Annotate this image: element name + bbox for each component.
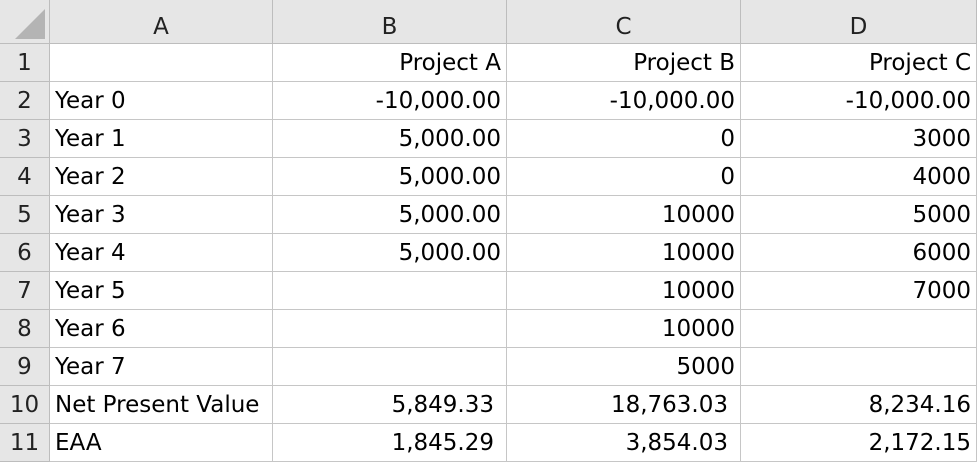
cell-d9[interactable] (741, 348, 977, 386)
cell-b8[interactable] (273, 310, 507, 348)
cell-a1[interactable] (50, 44, 273, 82)
cell-d3[interactable]: 3000 (741, 120, 977, 158)
cell-c2[interactable]: -10,000.00 (507, 82, 741, 120)
cell-b2[interactable]: -10,000.00 (273, 82, 507, 120)
cell-a8[interactable]: Year 6 (50, 310, 273, 348)
cell-c10[interactable]: 18,763.03 (507, 386, 741, 424)
cell-a6[interactable]: Year 4 (50, 234, 273, 272)
column-header-d[interactable]: D (741, 0, 977, 44)
cell-b10[interactable]: 5,849.33 (273, 386, 507, 424)
cell-d4[interactable]: 4000 (741, 158, 977, 196)
column-header-c[interactable]: C (507, 0, 741, 44)
cell-b9[interactable] (273, 348, 507, 386)
cell-b4[interactable]: 5,000.00 (273, 158, 507, 196)
cell-b6[interactable]: 5,000.00 (273, 234, 507, 272)
row-header-9[interactable]: 9 (0, 348, 50, 386)
row-header-1[interactable]: 1 (0, 44, 50, 82)
cell-a2[interactable]: Year 0 (50, 82, 273, 120)
cell-d11[interactable]: 2,172.15 (741, 424, 977, 462)
row-header-6[interactable]: 6 (0, 234, 50, 272)
cell-a5[interactable]: Year 3 (50, 196, 273, 234)
cell-a7[interactable]: Year 5 (50, 272, 273, 310)
row-header-8[interactable]: 8 (0, 310, 50, 348)
row-header-4[interactable]: 4 (0, 158, 50, 196)
cell-d7[interactable]: 7000 (741, 272, 977, 310)
row-header-5[interactable]: 5 (0, 196, 50, 234)
cell-d1[interactable]: Project C (741, 44, 977, 82)
cell-a9[interactable]: Year 7 (50, 348, 273, 386)
row-header-2[interactable]: 2 (0, 82, 50, 120)
cell-d10[interactable]: 8,234.16 (741, 386, 977, 424)
cell-d2[interactable]: -10,000.00 (741, 82, 977, 120)
select-all-corner[interactable] (0, 0, 50, 44)
row-header-10[interactable]: 10 (0, 386, 50, 424)
cell-c8[interactable]: 10000 (507, 310, 741, 348)
row-header-11[interactable]: 11 (0, 424, 50, 462)
cell-d5[interactable]: 5000 (741, 196, 977, 234)
cell-d8[interactable] (741, 310, 977, 348)
cell-c7[interactable]: 10000 (507, 272, 741, 310)
cell-c9[interactable]: 5000 (507, 348, 741, 386)
cell-c1[interactable]: Project B (507, 44, 741, 82)
column-header-a[interactable]: A (50, 0, 273, 44)
cell-c3[interactable]: 0 (507, 120, 741, 158)
cell-a10[interactable]: Net Present Value (50, 386, 273, 424)
cell-a4[interactable]: Year 2 (50, 158, 273, 196)
cell-a3[interactable]: Year 1 (50, 120, 273, 158)
cell-d6[interactable]: 6000 (741, 234, 977, 272)
cell-b3[interactable]: 5,000.00 (273, 120, 507, 158)
cell-b7[interactable] (273, 272, 507, 310)
cell-b5[interactable]: 5,000.00 (273, 196, 507, 234)
cell-a11[interactable]: EAA (50, 424, 273, 462)
cell-b11[interactable]: 1,845.29 (273, 424, 507, 462)
cell-c6[interactable]: 10000 (507, 234, 741, 272)
row-header-3[interactable]: 3 (0, 120, 50, 158)
cell-b1[interactable]: Project A (273, 44, 507, 82)
cell-c5[interactable]: 10000 (507, 196, 741, 234)
select-all-triangle-icon (15, 9, 45, 39)
column-header-b[interactable]: B (273, 0, 507, 44)
cell-c11[interactable]: 3,854.03 (507, 424, 741, 462)
row-header-7[interactable]: 7 (0, 272, 50, 310)
cell-c4[interactable]: 0 (507, 158, 741, 196)
